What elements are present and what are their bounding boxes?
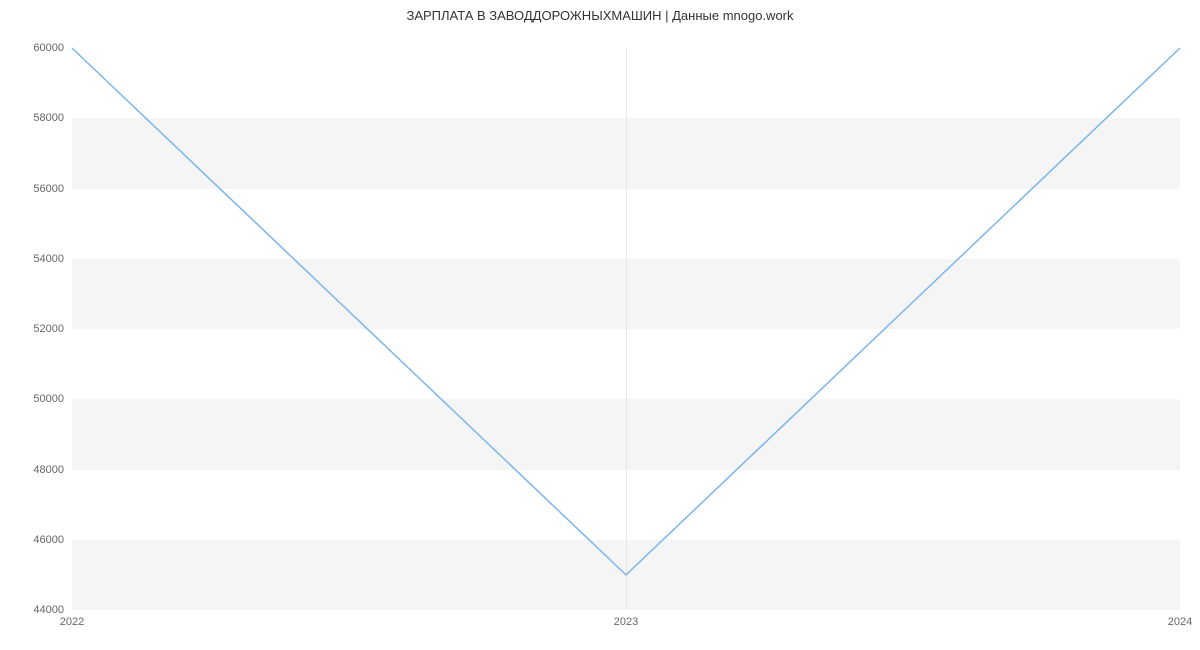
y-tick-label: 44000: [33, 604, 64, 616]
x-tick-label: 2022: [60, 616, 84, 628]
y-tick-label: 48000: [33, 464, 64, 476]
y-tick-label: 54000: [33, 253, 64, 265]
y-tick-label: 50000: [33, 393, 64, 405]
chart-title: ЗАРПЛАТА В ЗАВОДДОРОЖНЫХМАШИН | Данные m…: [0, 8, 1200, 23]
y-tick-label: 46000: [33, 534, 64, 546]
plot-area: 4400046000480005000052000540005600058000…: [72, 48, 1180, 610]
y-tick-label: 52000: [33, 323, 64, 335]
x-tick-label: 2023: [614, 616, 638, 628]
y-tick-label: 60000: [33, 42, 64, 54]
x-tick-label: 2024: [1168, 616, 1192, 628]
y-tick-label: 56000: [33, 183, 64, 195]
series-line-salary: [72, 48, 1180, 575]
line-layer: [72, 48, 1180, 610]
y-tick-label: 58000: [33, 112, 64, 124]
chart-container: ЗАРПЛАТА В ЗАВОДДОРОЖНЫХМАШИН | Данные m…: [0, 0, 1200, 650]
